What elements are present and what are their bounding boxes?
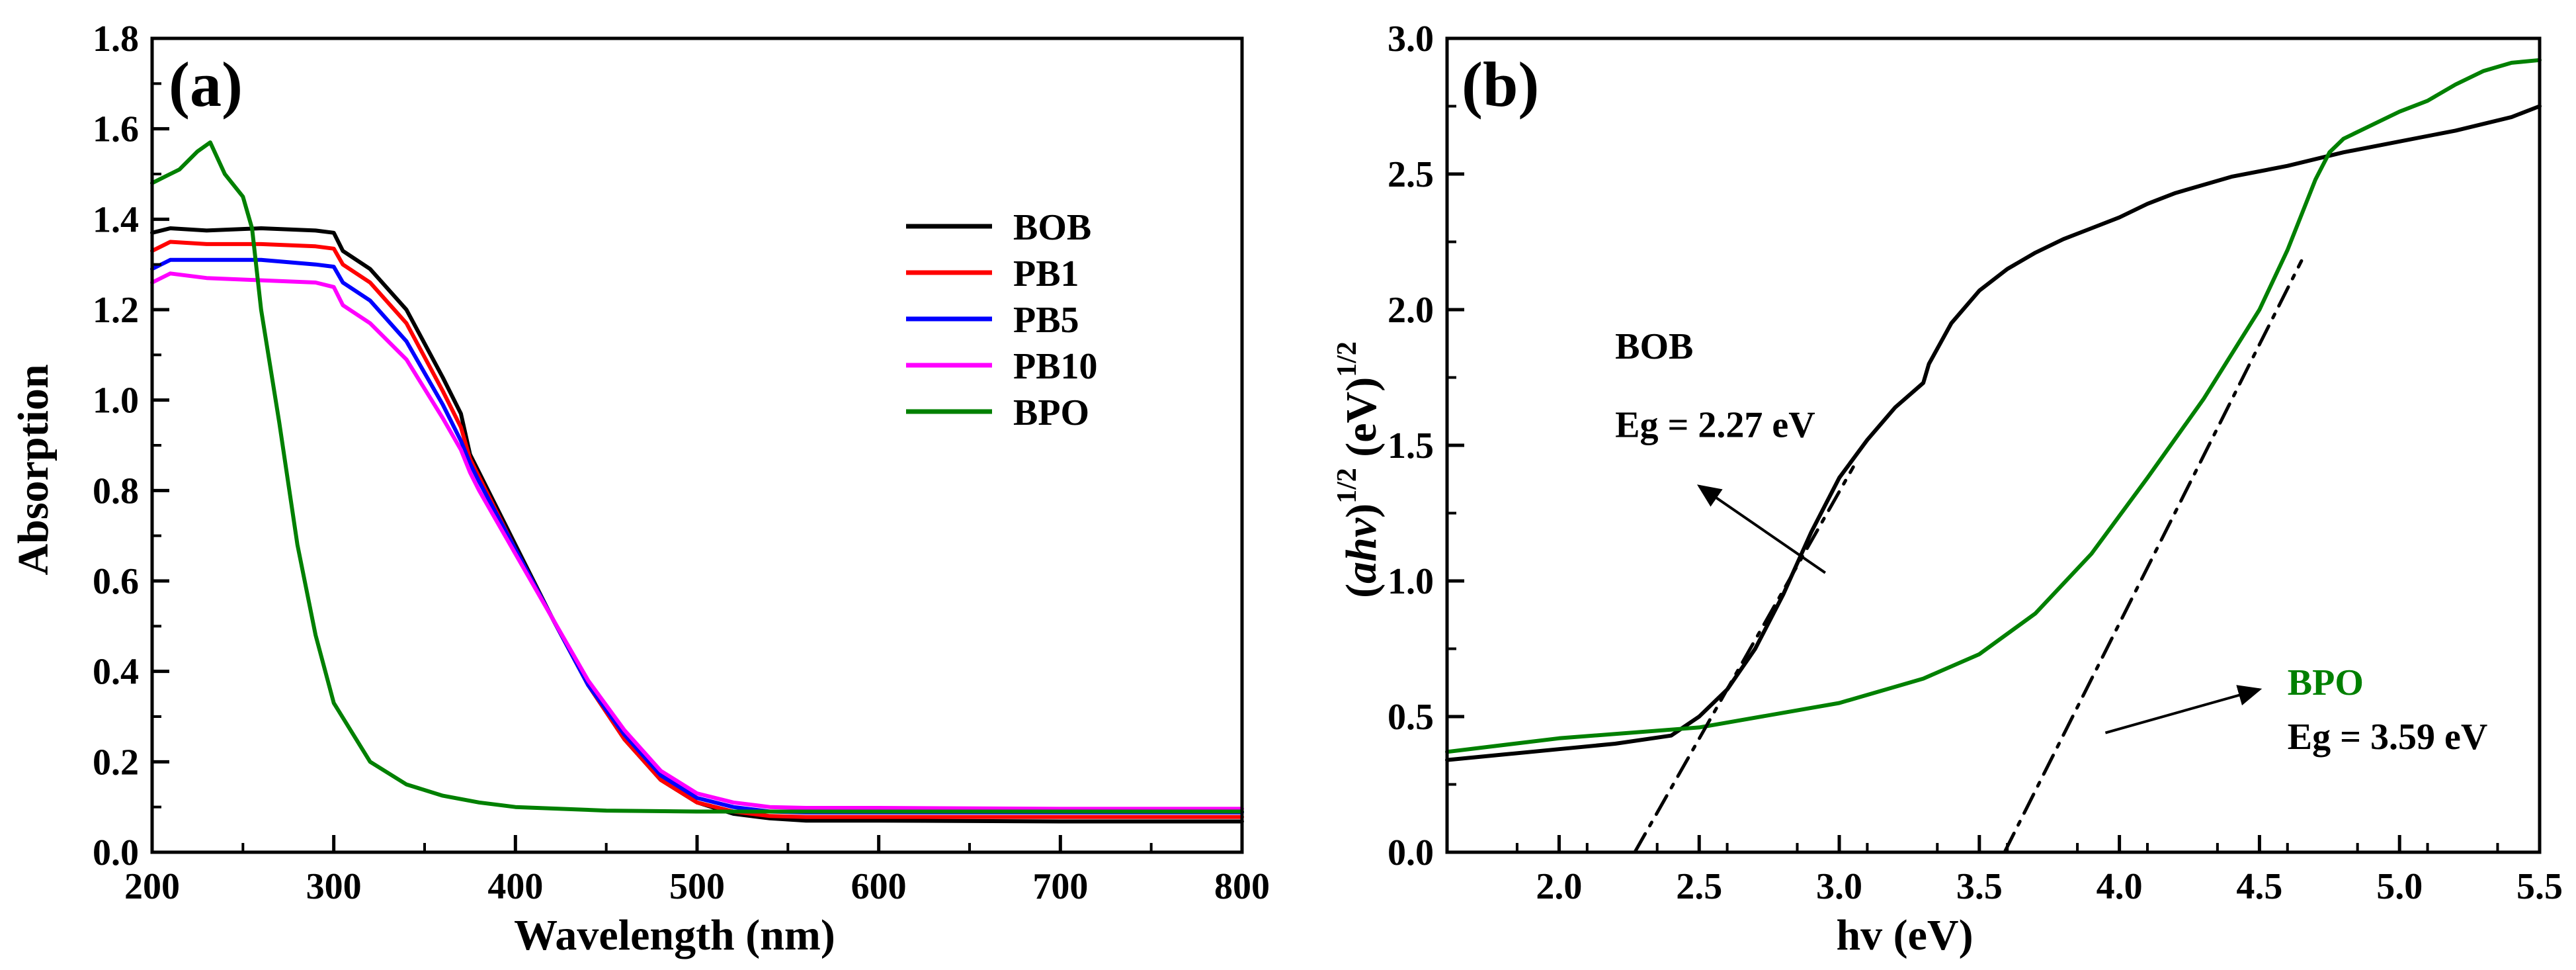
panel-a-ytick-label-0-4: 0.4: [93, 652, 139, 693]
ylabel-exp-1: 1/2: [1332, 468, 1362, 504]
panel-a-xtick-label-400: 400: [487, 866, 543, 907]
panel-b-series-bpo: [1445, 58, 2542, 754]
panel-a-ytick-label-1-6: 1.6: [93, 109, 139, 150]
legend-label-bob: BOB: [1013, 207, 1091, 248]
panel-a-xlabel: Wavelength (nm): [514, 911, 835, 959]
panel-a-ylabel: Absorption: [9, 364, 58, 575]
panel-a-ytick-label-0-6: 0.6: [93, 561, 139, 602]
panel-a-xtick-label-800: 800: [1214, 866, 1270, 907]
panel-b-ytick-label-2-5: 2.5: [1388, 154, 1434, 195]
panel-a-xtick-label-600: 600: [851, 866, 907, 907]
panel-a-ytick-label-1-0: 1.0: [93, 380, 139, 421]
panel-a-series-pb1: [150, 240, 1244, 819]
panel-a-xtick-label-200: 200: [124, 866, 180, 907]
annotation-BPO: BPO: [2288, 662, 2364, 703]
BPO-arrow: [2104, 685, 2263, 734]
panel-b-xlabel: hv (eV): [1836, 911, 1973, 959]
panel-b-xtick-label-4-0: 4.0: [2097, 866, 2143, 907]
panel-b-ytick-label-2-0: 2.0: [1388, 290, 1434, 331]
panel-a-series-pb5: [150, 257, 1244, 815]
ylabel-ev: (eV): [1337, 377, 1386, 468]
panel-a-ytick-label-0-2: 0.2: [93, 742, 139, 783]
panel-a-series-bpo: [150, 140, 1244, 814]
panel-b-xtick-label-4-5: 4.5: [2236, 866, 2282, 907]
legend-label-pb1: PB1: [1013, 253, 1079, 294]
panel-b-xtick-label-2-0: 2.0: [1536, 866, 1582, 907]
panel-b-xtick-label-5-0: 5.0: [2376, 866, 2423, 907]
panel-a-ytick-label-1-4: 1.4: [93, 199, 139, 240]
panel-a-ytick-label-0-0: 0.0: [93, 832, 139, 873]
panel-b-xtick-label-2-5: 2.5: [1676, 866, 1722, 907]
panel-b-ytick-label-1-5: 1.5: [1388, 425, 1434, 466]
ylabel-open-paren: (: [1337, 584, 1386, 598]
panel-b-xtick-label-3-5: 3.5: [1956, 866, 2003, 907]
annotation-BOB-eg: Eg = 2.27 eV: [1615, 405, 1815, 446]
panel-b-ytick-label-0-5: 0.5: [1388, 697, 1434, 738]
panel-b-ytick-label-3-0: 3.0: [1388, 19, 1434, 60]
panel-b-series-bob: [1445, 104, 2542, 762]
panel-b-label: (b): [1462, 49, 1539, 120]
panel-a-series-bob: [150, 226, 1244, 824]
annotation-BPO-eg: Eg = 3.59 eV: [2288, 717, 2488, 758]
panel-b-series-bob-tangent: [1633, 465, 1855, 854]
BOB-arrow: [1696, 484, 1826, 574]
panel-a-ytick-label-1-2: 1.2: [93, 290, 139, 331]
panel-a-ytick-label-0-8: 0.8: [93, 470, 139, 511]
legend-label-bpo: BPO: [1013, 392, 1089, 433]
panel-a-legend: BOB PB1 PB5 PB10 BPO: [906, 207, 1098, 433]
ylabel-exp-2: 1/2: [1332, 341, 1362, 377]
panel-a-series-pb10: [150, 271, 1244, 811]
annotation-BOB: BOB: [1615, 326, 1693, 367]
panel-b-ytick-label-0-0: 0.0: [1388, 832, 1434, 873]
ylabel-ahv: ahv: [1337, 517, 1386, 584]
legend-label-pb5: PB5: [1013, 300, 1079, 341]
panel-b-plot-frame: [1445, 36, 2542, 854]
panel-a-chart: (a) Wavelength (nm) Absorption 200 300 400…: [9, 19, 1270, 959]
panel-a-xtick-label-300: 300: [306, 866, 362, 907]
legend-label-pb10: PB10: [1013, 346, 1098, 387]
panel-b-ytick-label-1-0: 1.0: [1388, 561, 1434, 602]
panel-a-xtick-label-700: 700: [1032, 866, 1088, 907]
panel-a-ytick-label-1-8: 1.8: [93, 19, 139, 60]
panel-b-xtick-label-3-0: 3.0: [1816, 866, 1862, 907]
panel-b-ylabel: (ahv)1/2 (eV)1/2: [1332, 341, 1386, 598]
panel-a-xtick-label-500: 500: [669, 866, 725, 907]
panel-a-label: (a): [169, 49, 243, 120]
panel-b-series-bpo-tangent: [2003, 259, 2304, 854]
ylabel-close-paren: ): [1337, 504, 1386, 518]
panel-b-xtick-label-5-5: 5.5: [2516, 866, 2563, 907]
panel-a-plot-frame: [150, 36, 1244, 854]
panel-b-chart: (b) hv (eV) (ahv)1/2 (eV)1/2 2.0 2.5 3.0 3.…: [1332, 19, 2563, 959]
